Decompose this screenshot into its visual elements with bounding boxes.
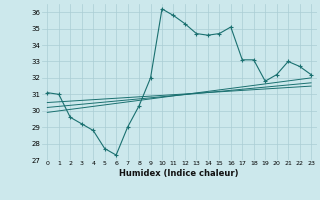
X-axis label: Humidex (Indice chaleur): Humidex (Indice chaleur) (119, 169, 239, 178)
